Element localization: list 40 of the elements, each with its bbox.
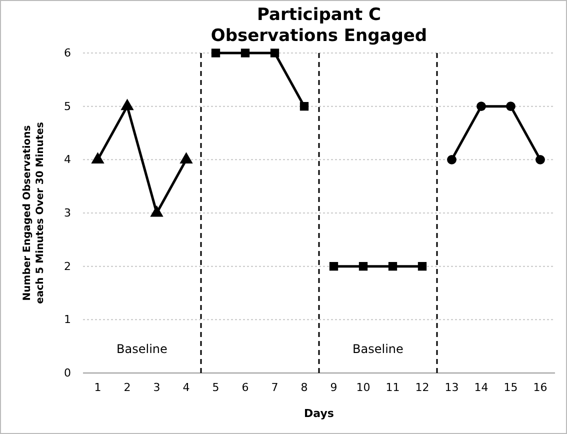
point — [506, 102, 516, 112]
point — [447, 154, 456, 164]
point — [270, 48, 280, 58]
point — [240, 48, 250, 58]
x-tick-label: 4 — [182, 380, 190, 394]
x-tick-label: 12 — [415, 380, 430, 394]
x-tick-label: 6 — [242, 380, 249, 394]
annotation: Baseline — [352, 342, 404, 356]
y-tick-label: 5 — [64, 100, 71, 113]
y-tick-label: 4 — [64, 153, 71, 166]
x-tick-label: 10 — [356, 380, 370, 394]
x-tick-label: 16 — [533, 380, 548, 394]
x-tick-label: 5 — [212, 380, 220, 394]
point — [476, 102, 486, 112]
y-tick-label: 3 — [64, 206, 71, 220]
y-tick-label: 6 — [64, 46, 71, 60]
point — [418, 262, 427, 271]
point — [300, 102, 309, 111]
point — [388, 262, 398, 271]
x-tick-label: 14 — [474, 380, 488, 394]
x-tick-label: 3 — [153, 380, 160, 394]
x-tick-label: 11 — [386, 380, 400, 394]
y-tick-label: 0 — [64, 366, 71, 380]
x-axis-title: Days — [304, 407, 334, 420]
point — [358, 262, 368, 271]
x-tick-label: 2 — [124, 380, 131, 394]
point — [536, 154, 545, 164]
x-tick-label: 8 — [300, 380, 308, 394]
x-tick-label: 9 — [330, 380, 338, 394]
chart-title: Participant C Observations Engaged — [210, 5, 428, 46]
y-axis-title: Number Engaged Observations each 5 Minutes Over 30 Minutes — [22, 122, 46, 304]
x-tick-label: 15 — [504, 380, 518, 394]
point — [329, 262, 338, 271]
x-tick-label: 7 — [271, 380, 278, 394]
x-tick-label: 13 — [444, 380, 459, 394]
x-tick-label: 1 — [94, 380, 102, 394]
y-tick-label: 1 — [64, 313, 71, 326]
y-tick-label: 2 — [64, 260, 71, 273]
annotation: Baseline — [116, 342, 168, 356]
point — [211, 48, 220, 58]
